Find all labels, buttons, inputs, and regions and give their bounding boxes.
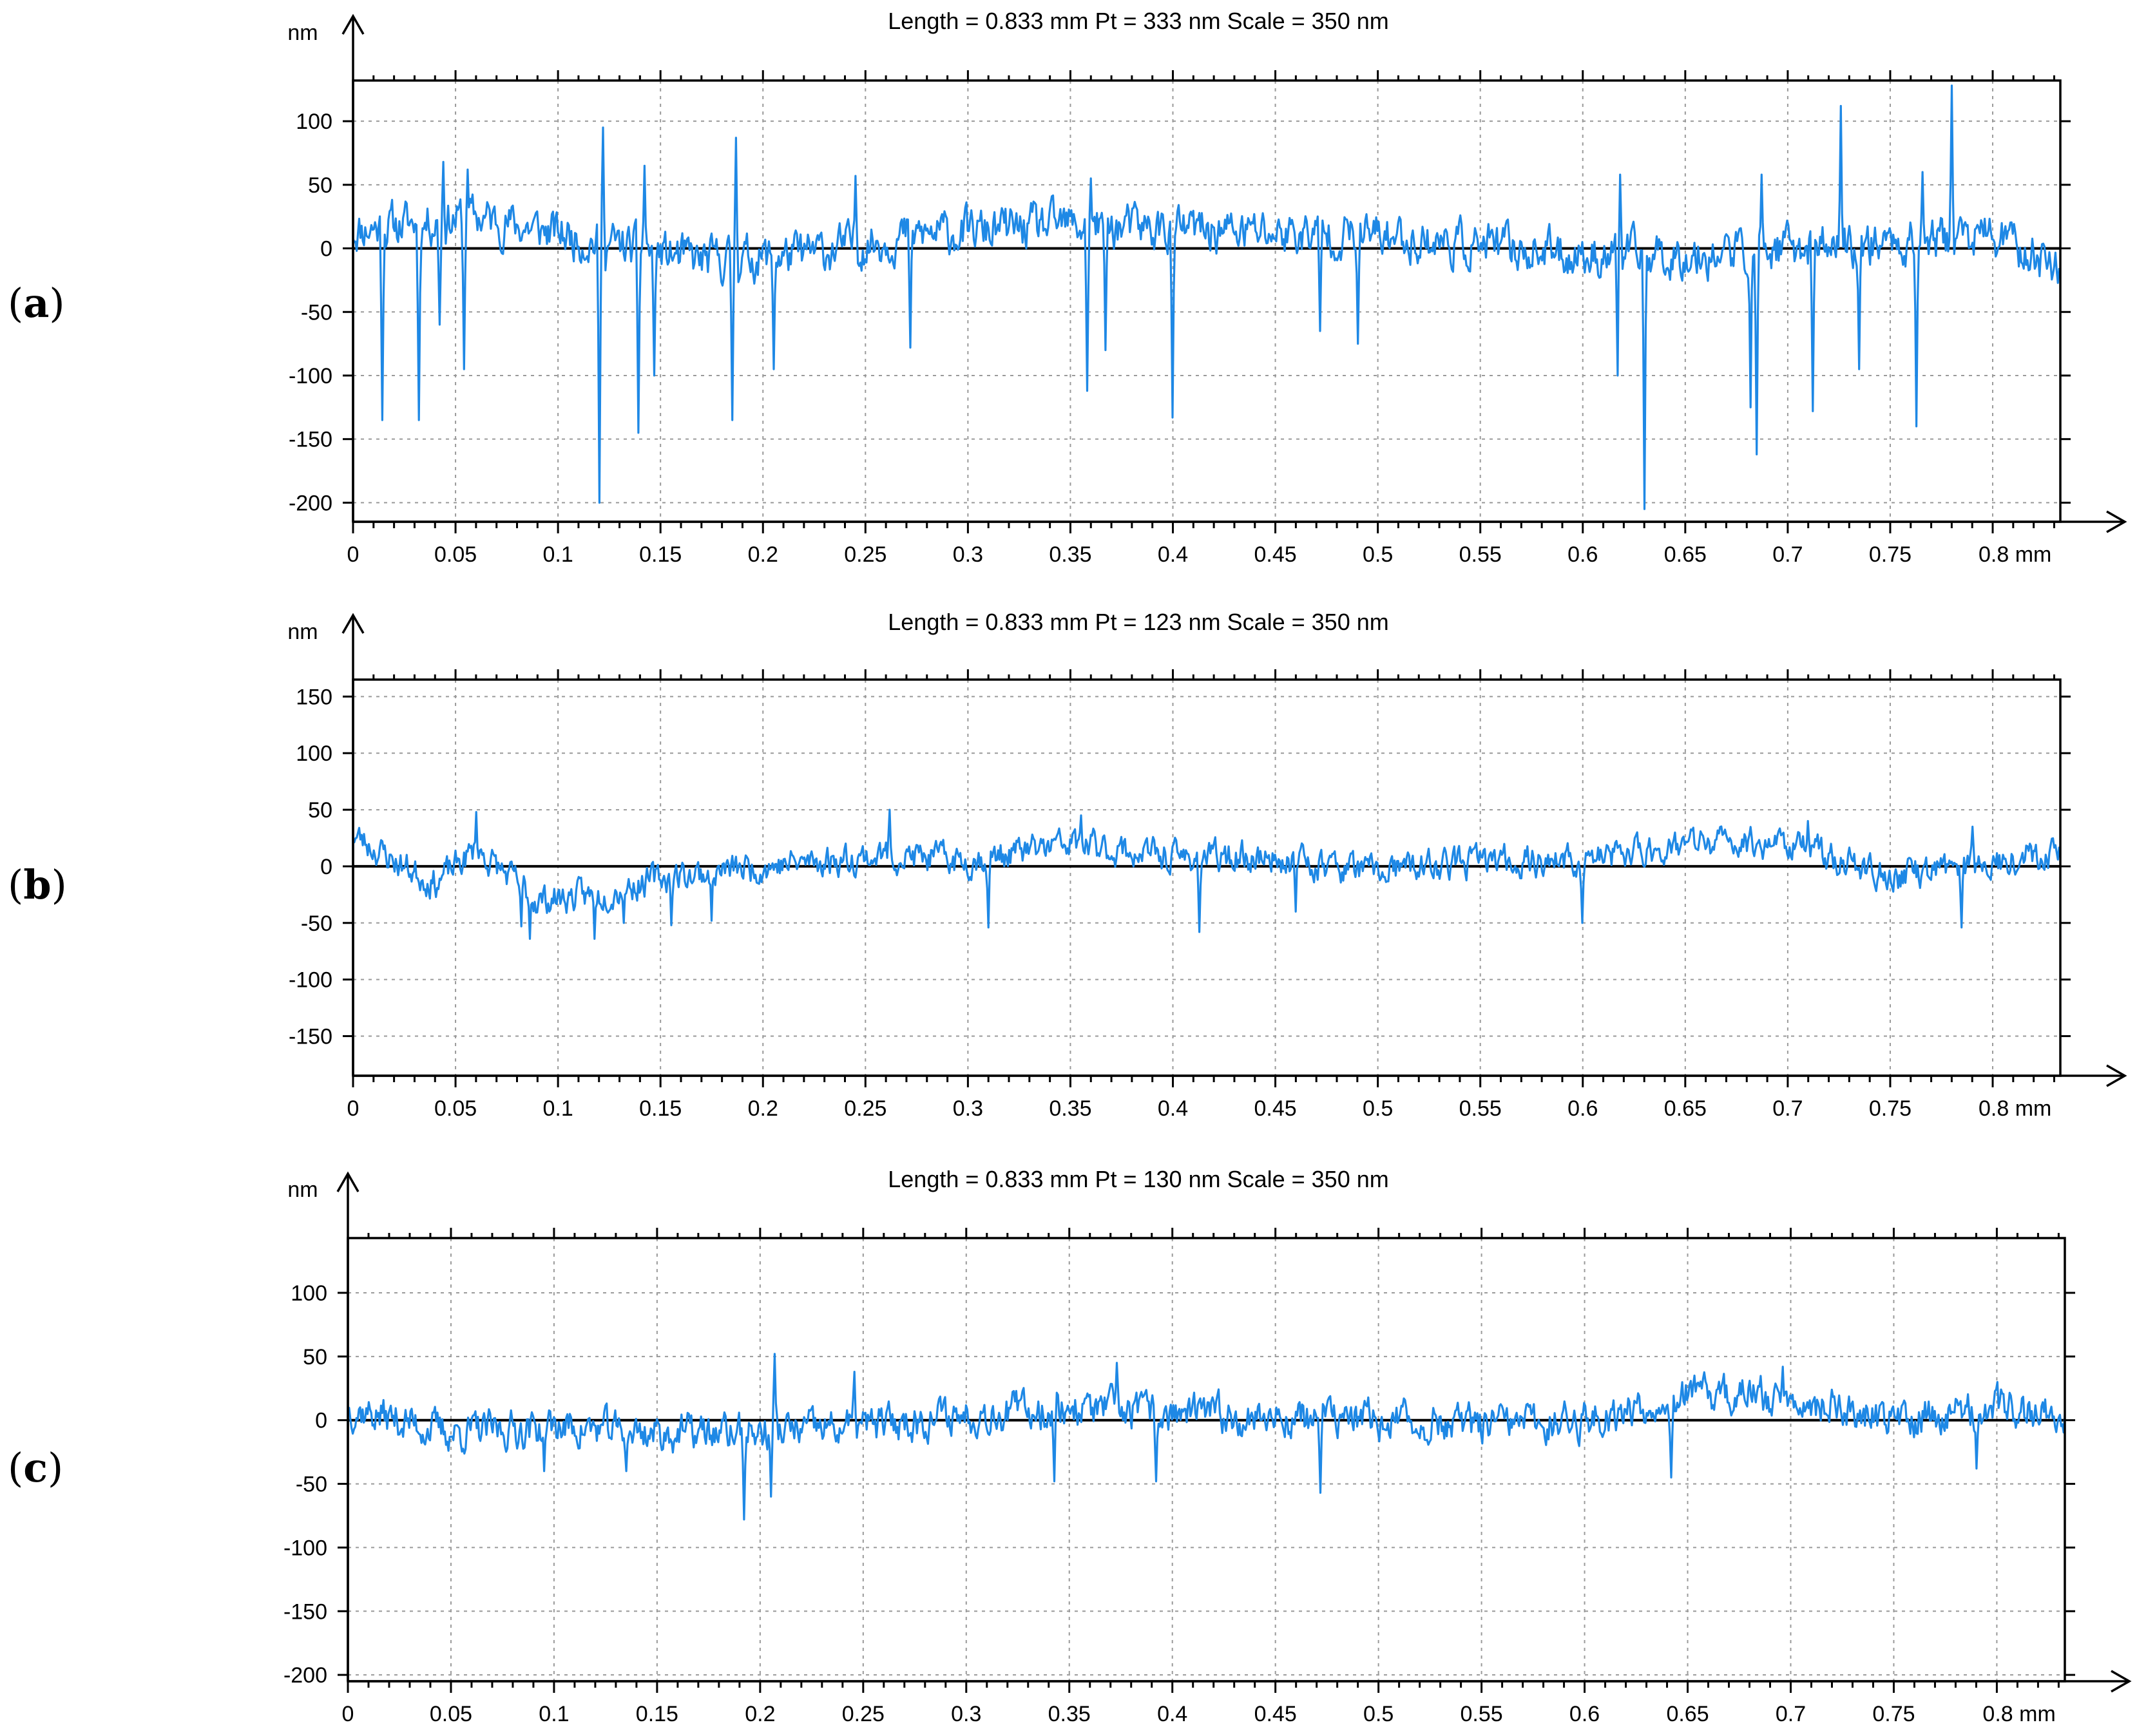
panel-a-y-tick-label: -50: [301, 300, 332, 325]
panel-c-y-tick-label: 50: [303, 1345, 327, 1369]
panel-a-y-tick-label: -150: [289, 428, 332, 452]
panel-c-x-tick-label: 0.2: [745, 1702, 775, 1726]
panel-b-x-axis-arrow: [2106, 1064, 2127, 1087]
panel-a-x-tick-label: 0.55: [1459, 542, 1502, 567]
panel-c-y-unit: nm: [287, 1178, 318, 1202]
panel-c-x-tick-label: 0.4: [1157, 1702, 1187, 1726]
panel-a-x-tick-label: 0.25: [844, 542, 886, 567]
panel-b-x-tick-label: 0.6: [1567, 1096, 1598, 1121]
panel-c-plot-frame: [347, 1237, 2066, 1683]
panel-a-x-tick-label: 0.8 mm: [1979, 542, 2051, 567]
panel-a-x-tick-label: 0.45: [1254, 542, 1296, 567]
panel-b-x-tick-label: 0.05: [434, 1096, 477, 1121]
panel-b-x-tick-label: 0.3: [953, 1096, 983, 1121]
panel-a-x-tick-label: 0: [347, 542, 359, 567]
panel-c-y-tick-label: -50: [296, 1473, 327, 1497]
panel-b-letter: (b): [8, 861, 67, 908]
panel-c-x-axis-arrow: [2111, 1670, 2132, 1693]
panel-b-y-tick-label: 50: [308, 798, 332, 823]
panel-a-y-tick-label: 100: [296, 110, 332, 134]
panel-c-x-tick-label: 0.3: [951, 1702, 981, 1726]
panel-a-y-tick-label: -200: [289, 491, 332, 515]
panel-a-x-tick-label: 0.35: [1049, 542, 1091, 567]
panel-a-x-tick-label: 0.65: [1664, 542, 1707, 567]
panel-b-x-tick-label: 0.45: [1254, 1096, 1296, 1121]
panel-c-x-tick-label: 0.35: [1048, 1702, 1091, 1726]
panel-a-y-tick-label: -100: [289, 364, 332, 388]
panel-b-x-tick-label: 0.15: [639, 1096, 682, 1121]
panel-c-y-axis-arrow: [336, 1171, 359, 1192]
panel-b-y-tick-label: 0: [320, 855, 332, 879]
panel-b-x-tick-label: 0.65: [1664, 1096, 1707, 1121]
panel-a-profile-line: [352, 84, 2062, 510]
panel-b-y-axis-arrow: [341, 613, 365, 634]
panel-c-y-tick-label: 0: [315, 1409, 327, 1433]
panel-c-x-tick-label: 0.65: [1666, 1702, 1709, 1726]
panel-c-x-tick-label: 0.05: [430, 1702, 472, 1726]
panel-c-x-tick-label: 0.25: [842, 1702, 885, 1726]
panel-c-x-tick-label: 0.8 mm: [1982, 1702, 2055, 1726]
panel-a-letter: (a): [8, 280, 65, 327]
panel-c-x-tick-label: 0.45: [1254, 1702, 1297, 1726]
panel-b-x-tick-label: 0.2: [748, 1096, 778, 1121]
panel-c-x-tick-label: 0.75: [1872, 1702, 1915, 1726]
panel-a-x-tick-label: 0.2: [748, 542, 778, 567]
panel-c-x-tick-label: 0.15: [636, 1702, 678, 1726]
panel-b-y-tick-label: 100: [296, 741, 332, 766]
panel-a-y-tick-label: 50: [308, 173, 332, 198]
panel-c-title: Length = 0.833 mm Pt = 130 nm Scale = 35…: [888, 1166, 1388, 1192]
panel-a-y-tick-label: 0: [320, 237, 332, 262]
panel-c: (c) Length = 0.833 mm Pt = 130 nm Scale …: [8, 1166, 2132, 1726]
panel-c-y-tick-label: 100: [291, 1281, 327, 1306]
panel-b-x-tick-label: 0.7: [1772, 1096, 1803, 1121]
panel-a-x-tick-label: 0.5: [1363, 542, 1393, 567]
panel-a-title: Length = 0.833 mm Pt = 333 nm Scale = 35…: [888, 8, 1388, 34]
panel-c-x-tick-label: 0.5: [1363, 1702, 1394, 1726]
panel-b-y-tick-label: -150: [289, 1025, 332, 1049]
panel-b-y-unit: nm: [287, 620, 318, 644]
panel-a-x-tick-label: 0.1: [542, 542, 573, 567]
panel-c-y-tick-label: -100: [283, 1536, 327, 1560]
panel-a-y-axis-arrow: [341, 14, 365, 35]
panel-b-x-tick-label: 0.4: [1158, 1096, 1188, 1121]
panel-c-x-tick-label: 0.7: [1776, 1702, 1806, 1726]
panel-b-x-tick-label: 0: [347, 1096, 359, 1121]
panel-a-y-unit: nm: [287, 21, 318, 45]
panel-c-y-tick-label: -200: [283, 1663, 327, 1688]
panel-c-letter: (c): [8, 1444, 63, 1491]
panel-c-x-tick-label: 0.55: [1461, 1702, 1503, 1726]
panel-b-x-tick-label: 0.5: [1363, 1096, 1393, 1121]
panel-c-y-tick-label: -150: [283, 1599, 327, 1624]
panel-b-plot-frame: [352, 678, 2062, 1077]
panel-a-x-tick-label: 0.05: [434, 542, 477, 567]
panel-c-x-tick-label: 0.1: [539, 1702, 569, 1726]
panel-b-x-tick-label: 0.8 mm: [1979, 1096, 2051, 1121]
panel-c-profile-line: [347, 1353, 2066, 1521]
panel-b-y-tick-label: -100: [289, 968, 332, 993]
panel-a: (a) Length = 0.833 mm Pt = 333 nm Scale …: [8, 8, 2127, 567]
panel-b-profile-line: [352, 808, 2062, 940]
panel-b-x-tick-label: 0.25: [844, 1096, 886, 1121]
panel-c-x-tick-label: 0: [342, 1702, 354, 1726]
panel-a-x-tick-label: 0.75: [1869, 542, 1912, 567]
panel-a-x-tick-label: 0.15: [639, 542, 682, 567]
panel-b: (b) Length = 0.833 mm Pt = 123 nm Scale …: [8, 609, 2127, 1121]
panel-a-x-tick-label: 0.4: [1158, 542, 1188, 567]
panel-b-y-tick-label: 150: [296, 685, 332, 709]
panel-a-x-tick-label: 0.3: [953, 542, 983, 567]
panel-b-x-tick-label: 0.55: [1459, 1096, 1502, 1121]
panel-a-x-tick-label: 0.6: [1567, 542, 1598, 567]
panel-a-x-tick-label: 0.7: [1772, 542, 1803, 567]
panel-b-y-tick-label: -50: [301, 911, 332, 936]
panel-a-x-axis-arrow: [2106, 510, 2127, 533]
panel-b-x-tick-label: 0.35: [1049, 1096, 1091, 1121]
panel-b-title: Length = 0.833 mm Pt = 123 nm Scale = 35…: [888, 609, 1388, 635]
panel-b-x-tick-label: 0.75: [1869, 1096, 1912, 1121]
panel-c-x-tick-label: 0.6: [1569, 1702, 1600, 1726]
panel-b-x-tick-label: 0.1: [542, 1096, 573, 1121]
panel-a-plot-frame: [352, 79, 2062, 523]
